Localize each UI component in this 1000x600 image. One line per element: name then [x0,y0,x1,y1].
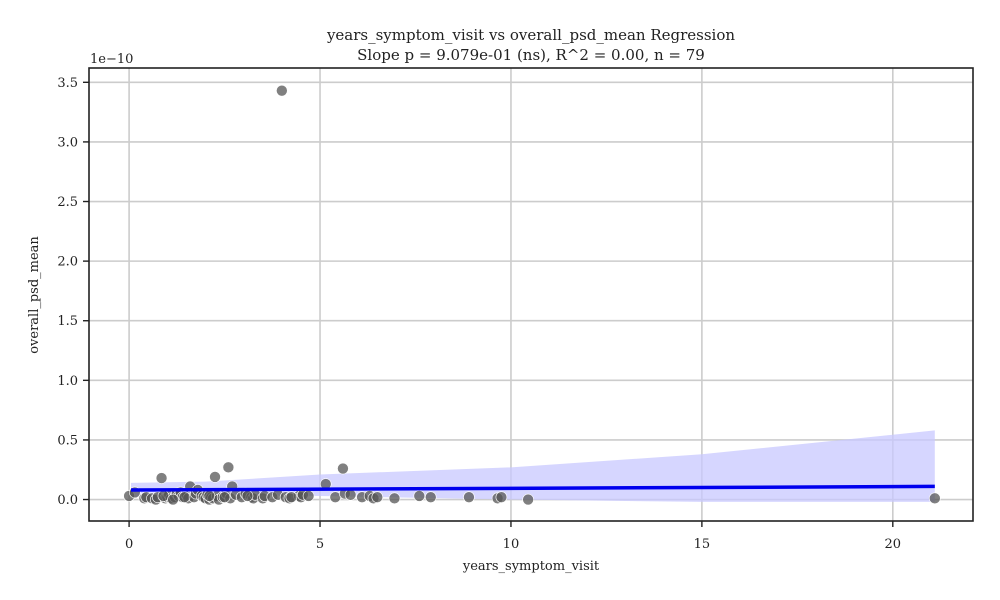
chart-subtitle: Slope p = 9.079e-01 (ns), R^2 = 0.00, n … [357,46,705,64]
x-axis-ticks: 0 5 10 15 20 [125,521,901,552]
y-tick-label: 3.5 [57,76,78,91]
data-point [285,491,298,503]
data-point [463,491,475,503]
y-tick-label: 0.5 [57,433,78,448]
y-axis-ticks: 0.0 0.5 1.0 1.5 2.0 2.5 3.0 3.5 [57,76,89,508]
x-axis-label: years_symptom_visit [462,559,600,574]
x-tick-label: 10 [503,537,520,552]
data-point [388,492,401,505]
data-point [241,490,254,502]
data-point [218,491,231,503]
y-tick-label: 2.5 [57,195,78,210]
plot-area [89,68,973,521]
x-tick-label: 20 [885,537,902,552]
x-tick-label: 15 [694,537,711,552]
y-tick-label: 2.0 [57,255,78,270]
data-point [178,491,191,503]
chart-title: years_symptom_visit vs overall_psd_mean … [326,26,735,44]
data-point [276,84,288,97]
regression-line [130,484,935,492]
data-point [209,471,221,483]
y-tick-label: 1.5 [57,314,78,329]
y-offset-label: 1e−10 [90,52,133,67]
x-gridlines [128,68,894,521]
data-point [495,491,508,503]
data-point [344,488,357,501]
y-axis-label: overall_psd_mean [27,236,42,354]
data-point [203,490,216,502]
data-point [522,493,534,506]
y-tick-label: 3.0 [57,135,78,150]
plot-frame [88,67,974,522]
data-point [929,492,941,505]
data-point [337,462,349,475]
y-tick-label: 1.0 [57,374,78,389]
x-tick-label: 5 [316,537,324,552]
data-point [222,461,235,474]
confidence-band [131,430,935,502]
data-point [155,472,168,484]
data-point [167,493,179,506]
x-tick-label: 0 [125,537,133,552]
y-tick-label: 0.0 [57,493,78,508]
data-point [302,490,315,502]
data-point [424,491,437,503]
data-point [371,491,384,503]
data-point [413,490,426,502]
